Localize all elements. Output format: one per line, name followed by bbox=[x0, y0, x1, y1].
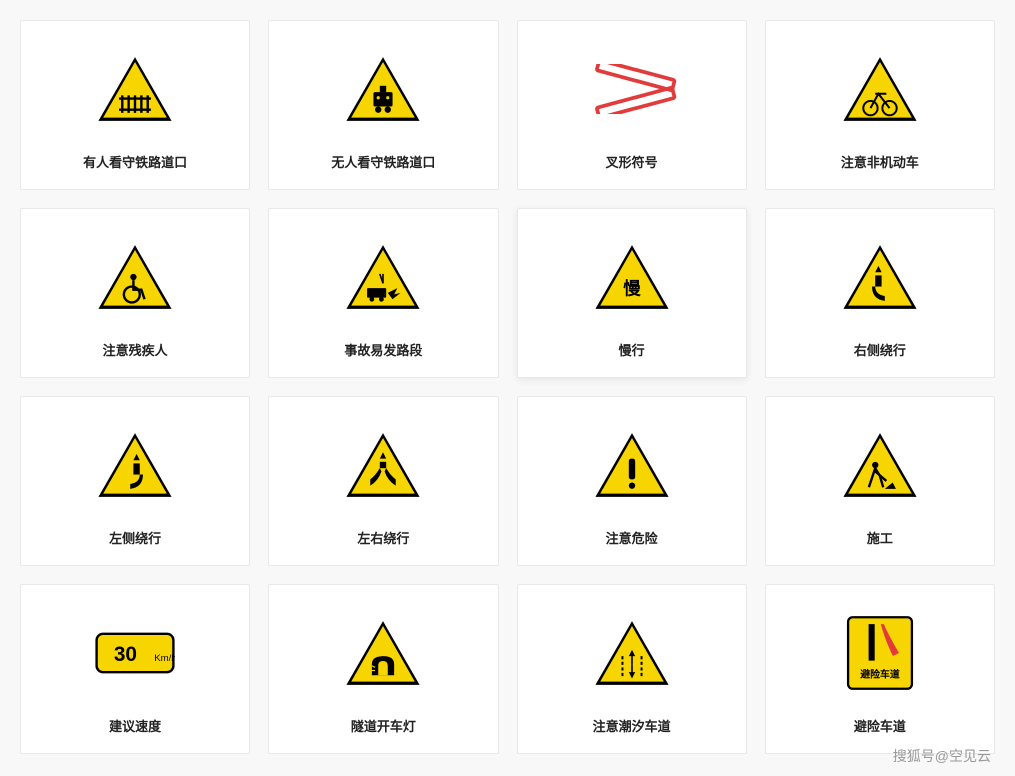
sign-card-construction[interactable]: 施工 bbox=[765, 396, 995, 566]
detour-right-icon bbox=[774, 221, 986, 332]
danger-icon bbox=[526, 409, 738, 520]
sign-card-slow[interactable]: 慢慢行 bbox=[517, 208, 747, 378]
sign-grid: 有人看守铁路道口 无人看守铁路道口 叉形符号 注意非机动车 注意残疾人 事故易发路… bbox=[20, 20, 995, 754]
sign-label: 叉形符号 bbox=[606, 152, 658, 171]
speed-icon: 30 Km/h bbox=[29, 597, 241, 708]
accident-icon bbox=[277, 221, 489, 332]
sign-label: 有人看守铁路道口 bbox=[83, 152, 187, 171]
sign-label: 注意危险 bbox=[606, 528, 658, 547]
sign-card-detour-right[interactable]: 右侧绕行 bbox=[765, 208, 995, 378]
sign-label: 注意潮汐车道 bbox=[593, 716, 671, 735]
sign-label: 避险车道 bbox=[854, 716, 906, 735]
sign-label: 注意非机动车 bbox=[841, 152, 919, 171]
slow-icon: 慢 bbox=[526, 221, 738, 332]
unguarded-railroad-icon bbox=[277, 33, 489, 144]
svg-text:避险车道: 避险车道 bbox=[860, 667, 900, 680]
sign-label: 事故易发路段 bbox=[344, 340, 422, 359]
sign-label: 左右绕行 bbox=[357, 528, 409, 547]
sign-label: 建议速度 bbox=[109, 716, 161, 735]
page-watermark: 搜狐号@空见云 bbox=[893, 746, 991, 766]
non-motor-icon bbox=[774, 33, 986, 144]
sign-card-speed[interactable]: 30 Km/h 建议速度 bbox=[20, 584, 250, 754]
sign-label: 无人看守铁路道口 bbox=[331, 152, 435, 171]
sign-card-detour-both[interactable]: 左右绕行 bbox=[268, 396, 498, 566]
sign-card-cross-symbol[interactable]: 叉形符号 bbox=[517, 20, 747, 190]
sign-card-unguarded-railroad[interactable]: 无人看守铁路道口 bbox=[268, 20, 498, 190]
sign-label: 施工 bbox=[867, 528, 893, 547]
construction-icon bbox=[774, 409, 986, 520]
escape-icon: 避险车道 bbox=[774, 597, 986, 708]
sign-card-disabled[interactable]: 注意残疾人 bbox=[20, 208, 250, 378]
detour-left-icon bbox=[29, 409, 241, 520]
sign-card-guarded-railroad[interactable]: 有人看守铁路道口 bbox=[20, 20, 250, 190]
svg-text:Km/h: Km/h bbox=[154, 653, 175, 664]
guarded-railroad-icon bbox=[29, 33, 241, 144]
sign-card-tidal[interactable]: 注意潮汐车道 bbox=[517, 584, 747, 754]
svg-text:慢: 慢 bbox=[623, 278, 641, 298]
sign-label: 右侧绕行 bbox=[854, 340, 906, 359]
sign-card-non-motor[interactable]: 注意非机动车 bbox=[765, 20, 995, 190]
sign-card-escape[interactable]: 避险车道避险车道 bbox=[765, 584, 995, 754]
sign-label: 慢行 bbox=[619, 340, 645, 359]
sign-label: 隧道开车灯 bbox=[351, 716, 416, 735]
sign-card-accident[interactable]: 事故易发路段 bbox=[268, 208, 498, 378]
sign-card-detour-left[interactable]: 左侧绕行 bbox=[20, 396, 250, 566]
sign-card-tunnel-lights[interactable]: 隧道开车灯 bbox=[268, 584, 498, 754]
disabled-icon bbox=[29, 221, 241, 332]
detour-both-icon bbox=[277, 409, 489, 520]
sign-label: 注意残疾人 bbox=[103, 340, 168, 359]
sign-label: 左侧绕行 bbox=[109, 528, 161, 547]
svg-text:30: 30 bbox=[114, 643, 137, 666]
cross-symbol-icon bbox=[526, 33, 738, 144]
sign-card-danger[interactable]: 注意危险 bbox=[517, 396, 747, 566]
tidal-icon bbox=[526, 597, 738, 708]
tunnel-lights-icon bbox=[277, 597, 489, 708]
